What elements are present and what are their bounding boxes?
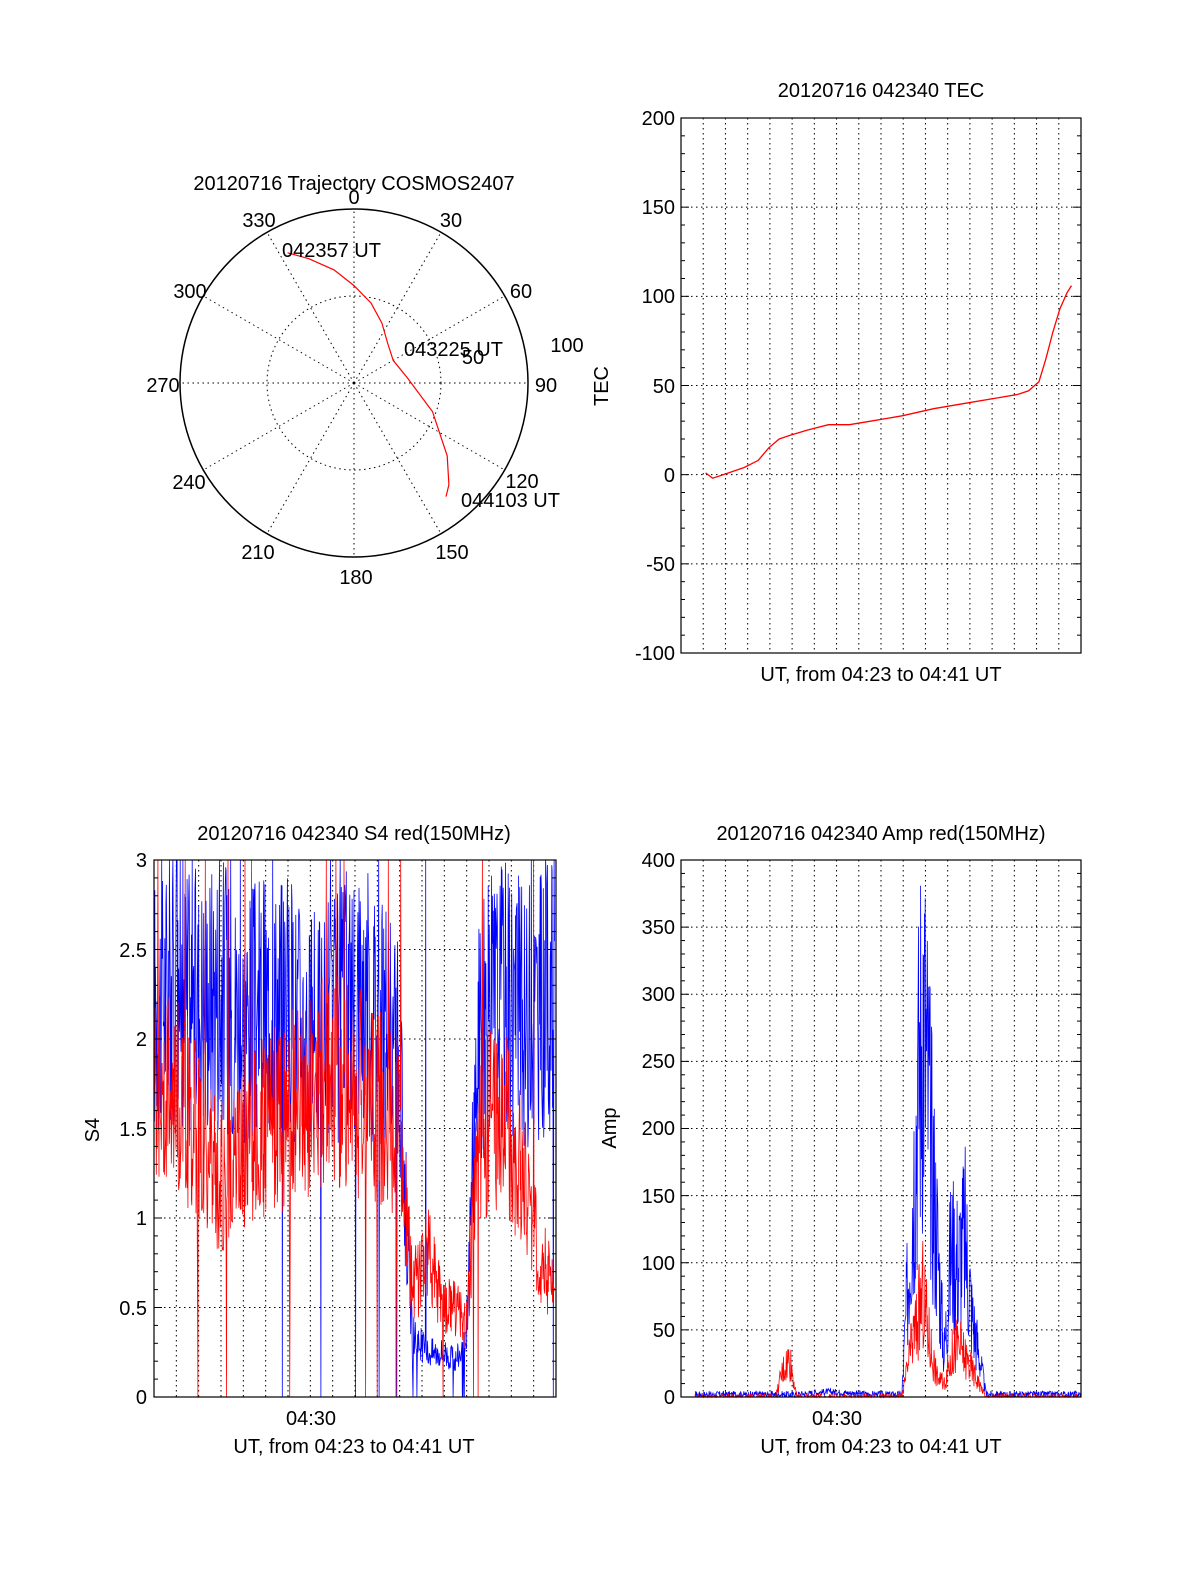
s4-ytick-1: 1 (136, 1208, 147, 1230)
s4-series (153, 859, 555, 1398)
azimuth-label-150: 150 (435, 542, 468, 564)
polar-spoke-60 (353, 295, 505, 384)
amp-ticks (681, 872, 1081, 1385)
s4-ytick-2.5: 2.5 (119, 940, 147, 962)
amp-series-red (694, 1240, 1081, 1399)
tec-ytick-0: 0 (664, 465, 675, 487)
amp-grid (681, 860, 1081, 1397)
radial-label-100: 100 (550, 335, 583, 357)
s4-ylabel: S4 (82, 1118, 104, 1142)
polar-azimuth-labels: 0 30 60 90 120 150 180 210 240 270 300 3… (146, 187, 557, 589)
s4-ytick-1.5: 1.5 (119, 1119, 147, 1141)
s4-xlabel: UT, from 04:23 to 04:41 UT (233, 1436, 474, 1458)
amp-ytick-150: 150 (642, 1186, 675, 1208)
polar-spoke-240 (203, 382, 355, 471)
tec-ytick-50: 50 (653, 376, 675, 398)
azimuth-label-270: 270 (146, 375, 179, 397)
trajectory-start-label: 042357 UT (282, 240, 381, 262)
trajectory-plot: 20120716 Trajectory COSMOS2407 0 30 60 9… (146, 173, 583, 589)
azimuth-label-180: 180 (339, 567, 372, 589)
amp-plot: 20120716 042340 Amp red(150MHz) 400 350 … (599, 823, 1082, 1458)
azimuth-label-240: 240 (172, 472, 205, 494)
s4-ytick-2: 2 (136, 1029, 147, 1051)
polar-spoke-330 (266, 232, 355, 384)
s4-plot: 20120716 042340 S4 red(150MHz) 3 2.5 2 1… (82, 823, 557, 1458)
tec-ytick-m50: -50 (646, 554, 675, 576)
amp-ytick-100: 100 (642, 1253, 675, 1275)
amp-ylabel: Amp (599, 1107, 621, 1148)
amp-ytick-50: 50 (653, 1320, 675, 1342)
amp-yticks: 400 350 300 250 200 150 100 50 0 (642, 850, 675, 1409)
amp-ytick-250: 250 (642, 1051, 675, 1073)
tec-ytick-200: 200 (642, 108, 675, 130)
s4-ytick-0.5: 0.5 (119, 1298, 147, 1320)
tec-xlabel: UT, from 04:23 to 04:41 UT (760, 664, 1001, 686)
s4-ticks (154, 877, 556, 1380)
s4-yticks: 3 2.5 2 1.5 1 0.5 0 (119, 850, 147, 1409)
trajectory-mid-label: 043225 UT (404, 339, 503, 361)
azimuth-label-90: 90 (535, 375, 557, 397)
tec-series-red (705, 285, 1073, 479)
polar-spoke-210 (266, 382, 355, 534)
amp-ytick-350: 350 (642, 917, 675, 939)
tec-ytick-m100: -100 (635, 643, 675, 665)
azimuth-label-0: 0 (348, 187, 359, 209)
trajectory-line (287, 252, 450, 497)
amp-ytick-400: 400 (642, 850, 675, 872)
tec-ytick-150: 150 (642, 197, 675, 219)
radial-label-50: 50 (462, 347, 484, 369)
azimuth-label-300: 300 (173, 281, 206, 303)
trajectory-title: 20120716 Trajectory COSMOS2407 (193, 173, 514, 195)
s4-ytick-3: 3 (136, 850, 147, 872)
amp-title: 20120716 042340 Amp red(150MHz) (716, 823, 1045, 845)
polar-spoke-150 (353, 382, 442, 534)
amp-series-blue (694, 885, 1081, 1399)
polar-spokes (180, 209, 528, 557)
polar-spoke-30 (353, 232, 442, 384)
polar-spoke-120 (353, 382, 505, 471)
polar-inner-circle (266, 295, 442, 471)
trajectory-end-label: 044103 UT (461, 490, 560, 512)
amp-xtick-label: 04:30 (812, 1408, 862, 1430)
tec-ticks (681, 135, 1081, 636)
s4-xtick-label: 04:30 (286, 1408, 336, 1430)
azimuth-label-330: 330 (242, 210, 275, 232)
tec-grid (681, 118, 1081, 653)
azimuth-label-210: 210 (241, 542, 274, 564)
azimuth-label-60: 60 (510, 281, 532, 303)
tec-ytick-100: 100 (642, 286, 675, 308)
tec-title: 20120716 042340 TEC (778, 80, 984, 102)
tec-ylabel: TEC (591, 366, 613, 406)
amp-ytick-0: 0 (664, 1387, 675, 1409)
tec-yticks: 200 150 100 50 0 -50 -100 (635, 108, 675, 665)
amp-xlabel: UT, from 04:23 to 04:41 UT (760, 1436, 1001, 1458)
amp-ytick-300: 300 (642, 984, 675, 1006)
azimuth-label-30: 30 (440, 210, 462, 232)
azimuth-label-120: 120 (505, 471, 538, 493)
amp-series (694, 885, 1081, 1399)
tec-plot: 20120716 042340 TEC 200 150 100 50 0 -50… (591, 80, 1082, 686)
polar-spoke-300 (203, 295, 355, 384)
amp-ytick-200: 200 (642, 1118, 675, 1140)
polar-outer-circle (179, 208, 529, 558)
s4-ytick-0: 0 (136, 1387, 147, 1409)
s4-title: 20120716 042340 S4 red(150MHz) (197, 823, 511, 845)
s4-series-red (153, 859, 555, 1398)
